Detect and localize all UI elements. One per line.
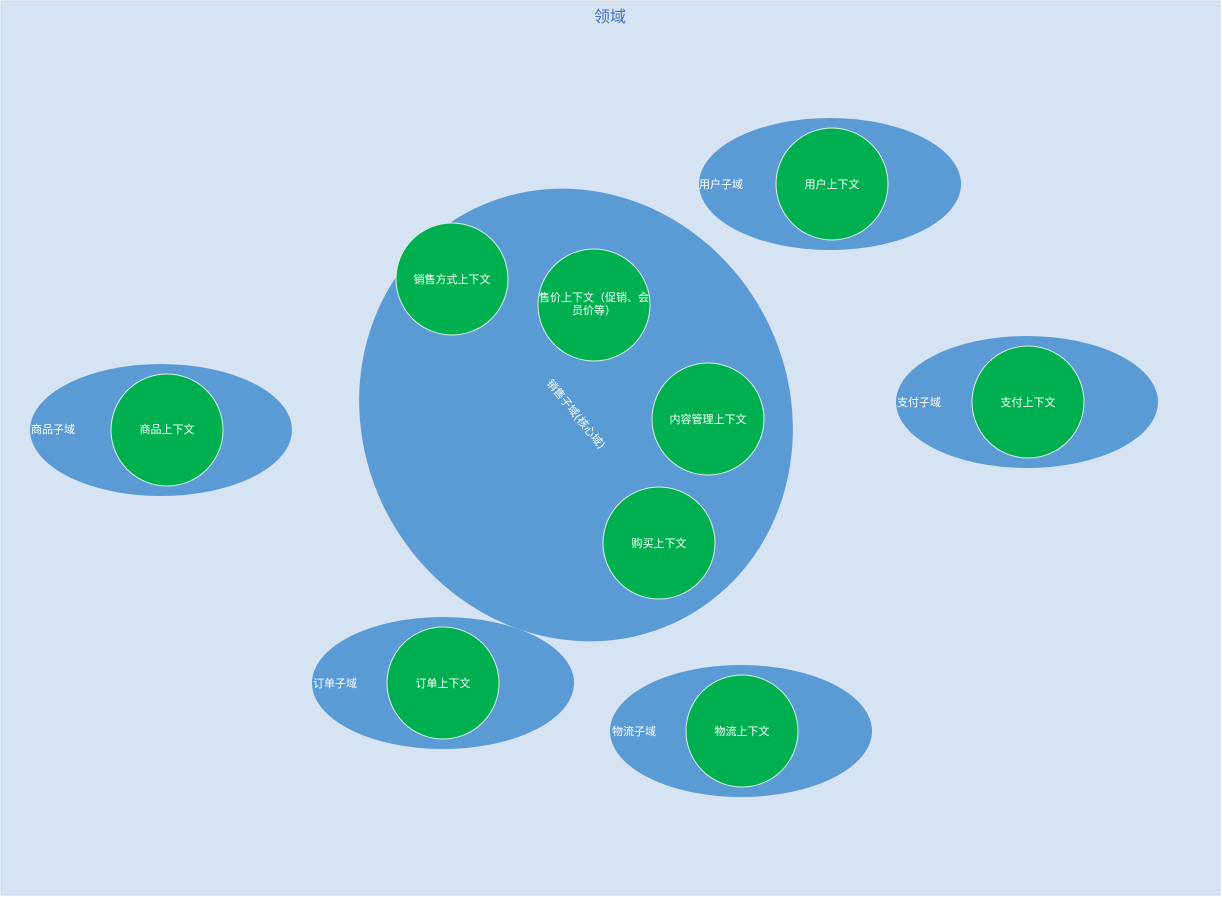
- subdomain-payment-label: 支付子域: [897, 396, 941, 409]
- subdomain-logistics-label: 物流子域: [612, 724, 656, 738]
- context-order-label: 订单上下文: [416, 676, 471, 690]
- context-purchase-label: 购买上下文: [632, 536, 687, 550]
- context-product-label: 商品上下文: [140, 422, 195, 436]
- domain-title: 领域: [594, 7, 626, 26]
- context-content: 内容管理上下文: [651, 362, 765, 476]
- context-user-circle: [775, 127, 889, 241]
- context-payment: 支付上下文: [971, 345, 1085, 459]
- context-logistics-label: 物流上下文: [715, 724, 770, 738]
- subdomain-order-label: 订单子域: [313, 677, 357, 690]
- context-content-circle: [651, 362, 765, 476]
- context-logistics: 物流上下文: [685, 674, 799, 788]
- context-sales-method-circle: [395, 222, 509, 336]
- subdomain-user-label: 用户子域: [699, 177, 743, 191]
- context-product-circle: [110, 373, 224, 487]
- context-order: 订单上下文: [386, 626, 500, 740]
- context-pricing-label-line1: 售价上下文（促销、会: [539, 290, 649, 304]
- subdomain-product-label: 商品子域: [31, 422, 75, 436]
- context-pricing-label-line2: 员价等）: [572, 303, 616, 317]
- context-sales-method-label: 销售方式上下文: [414, 272, 491, 286]
- context-purchase-circle: [602, 486, 716, 600]
- context-user-label: 用户上下文: [805, 177, 860, 191]
- context-user: 用户上下文: [775, 127, 889, 241]
- context-product: 商品上下文: [110, 373, 224, 487]
- context-pricing-circle: [537, 248, 651, 362]
- context-content-label: 内容管理上下文: [670, 412, 747, 426]
- context-pricing: 售价上下文（促销、会 员价等）: [537, 248, 651, 362]
- context-order-circle: [386, 626, 500, 740]
- context-payment-label: 支付上下文: [1001, 395, 1056, 409]
- context-payment-circle: [971, 345, 1085, 459]
- context-sales-method: 销售方式上下文: [395, 222, 509, 336]
- context-purchase: 购买上下文: [602, 486, 716, 600]
- context-logistics-circle: [685, 674, 799, 788]
